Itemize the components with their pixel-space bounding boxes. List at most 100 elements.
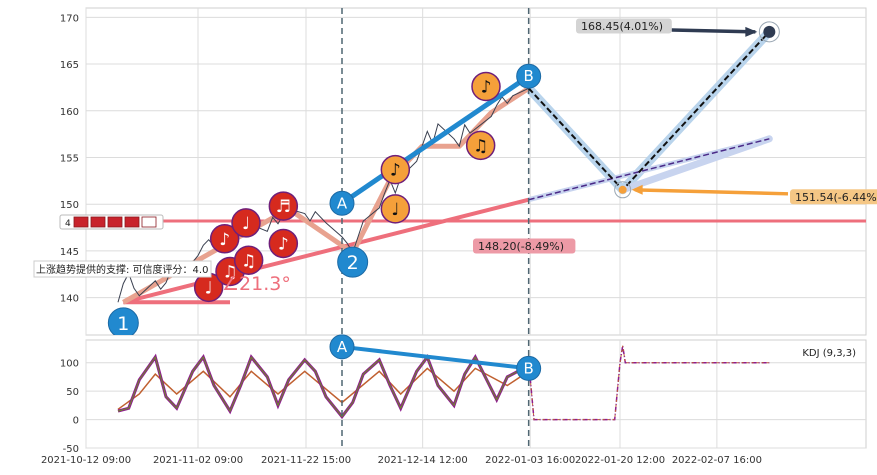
note-glyph: ♪ — [278, 234, 289, 254]
forecast-pivot-ring — [614, 181, 632, 199]
wave-label-2: 2 — [337, 246, 369, 278]
annotation-upper-bg — [576, 18, 672, 34]
grid-layer — [85, 7, 867, 449]
kdj-ab-line — [341, 344, 529, 371]
note-marker-circle — [233, 245, 264, 276]
eighth-note-icon: ♪ — [471, 71, 501, 102]
kdj-wave-label-a: A — [329, 334, 355, 360]
flag-icon — [73, 216, 89, 228]
note-glyph: ♫ — [222, 262, 237, 282]
x-tick-label: 2022-02-07 16:00 — [672, 455, 762, 466]
kdj-y-tick-label: 100 — [60, 359, 79, 370]
annotation-middle-arrow — [634, 188, 789, 196]
kdj-wave-label-circle — [516, 355, 542, 381]
annotation-middle-arrowhead — [631, 184, 643, 195]
note-marker-circle — [268, 228, 299, 259]
support-label: 上涨趋势提供的支撑: 可信度评分：4.0 — [33, 260, 212, 278]
note-glyph: ♪ — [219, 230, 230, 250]
annotation-lower: 148.20(-8.49%) — [473, 238, 576, 254]
flag-icon — [124, 216, 140, 228]
wave-label-text: A — [337, 194, 348, 212]
y-tick-label: 140 — [60, 294, 79, 305]
annotation-upper-arrow — [671, 28, 756, 34]
support-label-bg — [33, 260, 212, 278]
eighth-note-icon: ♪ — [209, 224, 240, 254]
eighth-note-icon: ♪ — [380, 154, 411, 185]
flag-icon — [107, 216, 123, 228]
wave-label-1: 1 — [107, 307, 139, 335]
kdj-wave-label-circle — [329, 334, 355, 360]
kdj-wave-label-text: B — [524, 359, 534, 377]
wave-label-a: A — [329, 190, 355, 216]
x-tick-label: 2021-11-02 09:00 — [153, 455, 243, 466]
annotation-upper-text: 168.45(4.01%) — [581, 20, 663, 33]
note-glyph: ♫ — [473, 136, 488, 156]
quarter-note-icon: ♩ — [380, 194, 411, 224]
wave-label-circle — [516, 63, 542, 89]
note-glyph: ♩ — [391, 200, 399, 220]
quarter-note-icon: ♩ — [231, 208, 261, 238]
wave-label-text: 1 — [117, 313, 129, 335]
support-trendline — [122, 197, 530, 305]
y-tick-label: 150 — [60, 200, 79, 211]
kdj-y-tick-label: -50 — [63, 444, 79, 455]
beamed-sixteenth-notes-icon: ♬ — [268, 191, 299, 221]
note-glyph: ♪ — [481, 77, 492, 97]
wave-label-circle — [337, 246, 369, 278]
target-ring — [758, 21, 780, 43]
annotation-middle-text: 151.54(-6.44%) — [795, 191, 877, 204]
note-marker-circle — [231, 208, 261, 238]
forecast-pivot-dot — [618, 185, 627, 194]
kdj-forecast-d-line — [528, 345, 770, 421]
support-badge: 4 — [59, 214, 164, 230]
price-panel: ♩ ♪ ♫ ♩ ♫ ♪ ♬ ♪ ♩ ♪ ♫ 1 2 A B ∠21.3° — [86, 8, 866, 335]
x-tick-label: 2022-01-03 16:00 — [485, 455, 575, 466]
y-tick-label: 170 — [60, 13, 79, 24]
x-tick-label: 2022-01-20 12:00 — [575, 455, 665, 466]
beamed-notes-icon: ♫ — [465, 130, 496, 161]
wave-label-text: B — [524, 67, 534, 85]
note-marker-circle — [465, 130, 496, 161]
y-tick-label: 145 — [60, 247, 79, 258]
beamed-notes-icon: ♫ — [233, 245, 264, 276]
note-glyph: ♩ — [242, 214, 250, 234]
target-dot — [763, 25, 776, 38]
x-tick-label: 2021-10-12 09:00 — [41, 455, 131, 466]
annotation-middle: 151.54(-6.44%) — [790, 189, 877, 205]
kdj-title: KDJ (9,3,3) — [802, 348, 856, 359]
annotation-upper: 168.45(4.01%) — [576, 18, 672, 34]
y-tick-label: 155 — [60, 153, 79, 164]
kdj-y-tick-label: 50 — [66, 387, 79, 398]
wave-label-text: 2 — [347, 252, 359, 274]
note-marker-circle — [380, 154, 411, 185]
y-tick-label: 165 — [60, 60, 79, 71]
overlay-layer: 168.45(4.01%) 151.54(-6.44%) 148.20(-8.49%… — [33, 18, 877, 381]
wave-label-b: B — [516, 63, 542, 89]
kdj-wave-label-b: B — [516, 355, 542, 381]
eighth-note-icon: ♪ — [268, 228, 299, 259]
note-marker-circle — [209, 224, 240, 254]
kdj-y-tick-label: 0 — [73, 416, 79, 427]
support-badge-text: 4 — [65, 219, 71, 229]
support-label-text: 上涨趋势提供的支撑: 可信度评分：4.0 — [36, 263, 208, 276]
wave-label-circle — [329, 190, 355, 216]
x-tick-label: 2021-12-14 12:00 — [378, 455, 468, 466]
note-glyph: ♬ — [276, 197, 291, 217]
flag-icon — [90, 216, 106, 228]
kdj-j-line — [117, 355, 529, 418]
axes-layer: 2021-10-12 09:00 2021-11-02 09:00 2021-11-… — [41, 13, 762, 466]
flag-icon — [141, 216, 157, 228]
kdj-panel — [117, 340, 770, 448]
annotation-upper-arrowhead — [745, 26, 758, 37]
ab-line — [340, 74, 531, 206]
kdj-wave-label-text: A — [337, 338, 348, 356]
wave-label-circle — [107, 307, 139, 335]
note-marker-circle — [471, 71, 501, 102]
note-marker-circle — [380, 194, 411, 224]
annotation-lower-bg — [473, 238, 576, 254]
x-tick-label: 2021-11-22 15:00 — [261, 455, 351, 466]
y-tick-label: 160 — [60, 107, 79, 118]
support-trendline-projection — [528, 138, 770, 201]
